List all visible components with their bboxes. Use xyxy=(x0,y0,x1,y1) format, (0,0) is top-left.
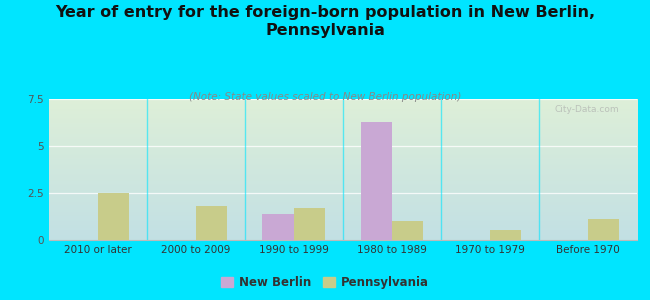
Text: (Note: State values scaled to New Berlin population): (Note: State values scaled to New Berlin… xyxy=(188,92,462,101)
Bar xyxy=(98,193,129,240)
Bar xyxy=(490,230,521,240)
Bar xyxy=(588,219,619,240)
Bar xyxy=(392,221,423,240)
Bar xyxy=(294,208,325,240)
Legend: New Berlin, Pennsylvania: New Berlin, Pennsylvania xyxy=(216,272,434,294)
Bar xyxy=(196,206,228,240)
Bar xyxy=(263,214,294,240)
Text: Year of entry for the foreign-born population in New Berlin,
Pennsylvania: Year of entry for the foreign-born popul… xyxy=(55,4,595,38)
Bar xyxy=(361,122,392,240)
Text: City-Data.com: City-Data.com xyxy=(554,105,619,114)
